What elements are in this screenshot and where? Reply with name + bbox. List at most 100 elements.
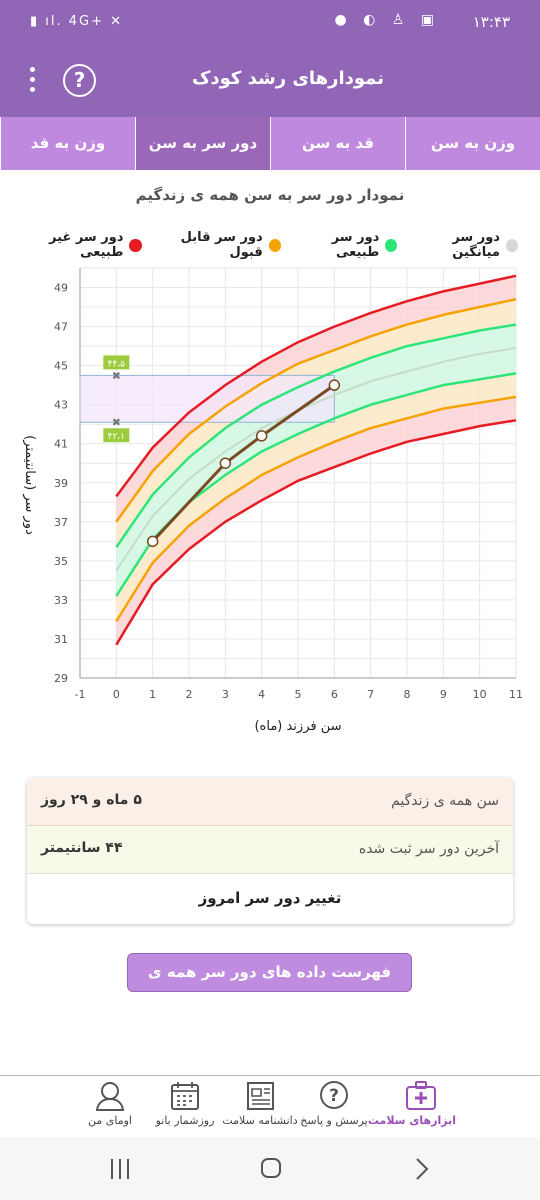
x-tick-label: 1 (149, 688, 156, 701)
y-tick-label: 29 (54, 672, 68, 685)
overflow-menu-icon[interactable] (22, 64, 42, 100)
recent-apps-icon[interactable] (111, 1159, 129, 1179)
status-time: ۱۳:۴۳ (472, 13, 510, 31)
range-marker-badge (103, 355, 130, 370)
child-data-point (219, 457, 232, 469)
reference-curve-acceptable_low (115, 395, 517, 623)
tab-head-age[interactable]: دور سر به سن (135, 117, 270, 170)
range-marker-badge (103, 428, 130, 443)
last-head-label: آخرین دور سر ثبت شده (358, 841, 499, 857)
help-symbol: ? (73, 68, 86, 92)
y-tick-label: 41 (54, 438, 68, 451)
tab-bar: وزن به سن قد به سن دور سر به سن وزن به ق… (0, 117, 540, 170)
range-marker-label: ۴۲،۱ (108, 432, 125, 442)
range-marker-label: ۴۴،۵ (108, 359, 126, 369)
y-tick-label: 37 (54, 516, 68, 529)
y-tick-label: 43 (54, 399, 68, 412)
child-growth-line (151, 383, 336, 543)
child-data-point (328, 379, 341, 391)
y-axis-label: دور سر (سانتیمتر) (22, 435, 37, 535)
newspaper-icon (247, 1082, 274, 1110)
bottom-navigation: ابزارهای سلامت ? پرسش و پاسخ دانشنامه سل… (0, 1075, 540, 1137)
chart-band (116, 348, 517, 596)
home-icon[interactable] (261, 1158, 281, 1178)
legend-label: دور سر قابل قبول (180, 230, 263, 260)
reference-curve-median (115, 347, 517, 572)
legend-label: دور سر طبیعی (331, 230, 380, 260)
status-bar: ▮ ıl. 4G+ ✕ ● ◐ ♙ ▣ ۱۳:۴۳ (0, 0, 540, 46)
legend-item-normal: دور سر طبیعی (291, 230, 398, 260)
notification-icons: ● ◐ ♙ ▣ (334, 12, 440, 28)
chart-legend: دور سر غیر طبیعی دور سر قابل قبول دور سر… (0, 230, 518, 260)
legend-item-abnormal: دور سر غیر طبیعی (10, 230, 142, 260)
legend-dot-red (129, 238, 142, 252)
user-icon (95, 1082, 125, 1111)
nav-encyclopedia[interactable]: دانشنامه سلامت (220, 1080, 300, 1127)
nav-health-tools[interactable]: ابزارهای سلامت (368, 1080, 456, 1127)
back-icon[interactable] (416, 1158, 429, 1180)
nav-label: اومای من (88, 1114, 132, 1127)
age-label: سن همه ی زندگیم (391, 793, 499, 809)
legend-item-acceptable: دور سر قابل قبول (152, 230, 281, 260)
last-head-value: ۴۴ سانتیمتر (41, 840, 123, 856)
tab-height-age[interactable]: قد به سن (270, 117, 405, 170)
medical-kit-icon (406, 1081, 436, 1110)
question-icon: ? (320, 1081, 348, 1109)
help-button[interactable]: ? (63, 64, 96, 97)
app-bar: ? نمودارهای رشد کودک (0, 46, 540, 117)
reference-curve-acceptable_high (115, 297, 517, 523)
x-tick-label: 6 (331, 688, 338, 701)
growth-chart[interactable]: -1 0 1 2 3 4 5 6 7 8 9 10 112931333537394143454749سن… (0, 258, 540, 758)
calendar-icon (171, 1082, 199, 1110)
child-data-point (255, 430, 268, 442)
tab-weight-height[interactable]: وزن به قد (0, 117, 135, 170)
legend-dot-green (385, 238, 398, 252)
nav-qa[interactable]: ? پرسش و پاسخ (298, 1080, 370, 1127)
x-tick-label: 5 (295, 688, 302, 701)
status-left-icons: ▮ ıl. 4G+ ✕ (30, 14, 124, 29)
x-tick-label: 9 (440, 688, 447, 701)
x-tick-label: 3 (222, 688, 229, 701)
nav-profile[interactable]: اومای من (75, 1080, 145, 1127)
chart-title: نمودار دور سر به سن همه ی زندگیم (135, 186, 405, 204)
chart-band (116, 324, 517, 571)
x-axis-label: سن فرزند (ماه) (254, 719, 341, 734)
legend-dot-orange (268, 238, 281, 252)
nav-label: ابزارهای سلامت (367, 1114, 456, 1127)
summary-card: سن همه ی زندگیم ۵ ماه و ۲۹ روز آخرین دور… (27, 778, 513, 924)
y-tick-label: 49 (54, 282, 68, 295)
legend-label: دور سر غیر طبیعی (49, 230, 124, 260)
nav-calendar[interactable]: روزشمار بانو (150, 1080, 220, 1127)
child-data-point (146, 535, 159, 548)
y-tick-label: 35 (54, 555, 68, 568)
svg-text:?: ? (329, 1086, 339, 1106)
x-tick-label: -1 (75, 688, 86, 701)
x-tick-label: 10 (473, 688, 487, 701)
legend-item-median: دور سر میانگین (407, 230, 518, 260)
page-title: نمودارهای رشد کودک (191, 68, 384, 89)
y-tick-label: 33 (54, 594, 68, 607)
reference-curve-normal_high (115, 323, 517, 548)
system-navigation-bar (0, 1137, 540, 1200)
change-head-button[interactable]: تغییر دور سر امروز (198, 889, 342, 907)
x-tick-label: 0 (113, 688, 120, 701)
reference-curve-abnormal_high (115, 274, 517, 498)
range-marker-cross: ✖ (112, 369, 121, 382)
tab-weight-age[interactable]: وزن به سن (405, 117, 540, 170)
y-tick-label: 47 (54, 321, 68, 334)
legend-label: دور سر میانگین (452, 230, 500, 260)
x-tick-label: 8 (404, 688, 411, 701)
nav-label: پرسش و پاسخ (300, 1114, 368, 1127)
nav-label: دانشنامه سلامت (222, 1114, 298, 1127)
x-tick-label: 11 (509, 688, 523, 701)
head-data-list-button[interactable]: فهرست داده های دور سر همه ی زندگیم (127, 953, 412, 1018)
x-tick-label: 2 (186, 688, 193, 701)
y-tick-label: 31 (54, 633, 68, 646)
legend-dot-gray (505, 238, 518, 252)
age-value: ۵ ماه و ۲۹ روز (41, 792, 142, 808)
range-marker-cross: ✖ (112, 416, 121, 429)
y-tick-label: 39 (54, 477, 68, 490)
network-type: 4G+ (68, 14, 105, 29)
x-tick-label: 4 (258, 688, 265, 701)
x-tick-label: 7 (367, 688, 374, 701)
